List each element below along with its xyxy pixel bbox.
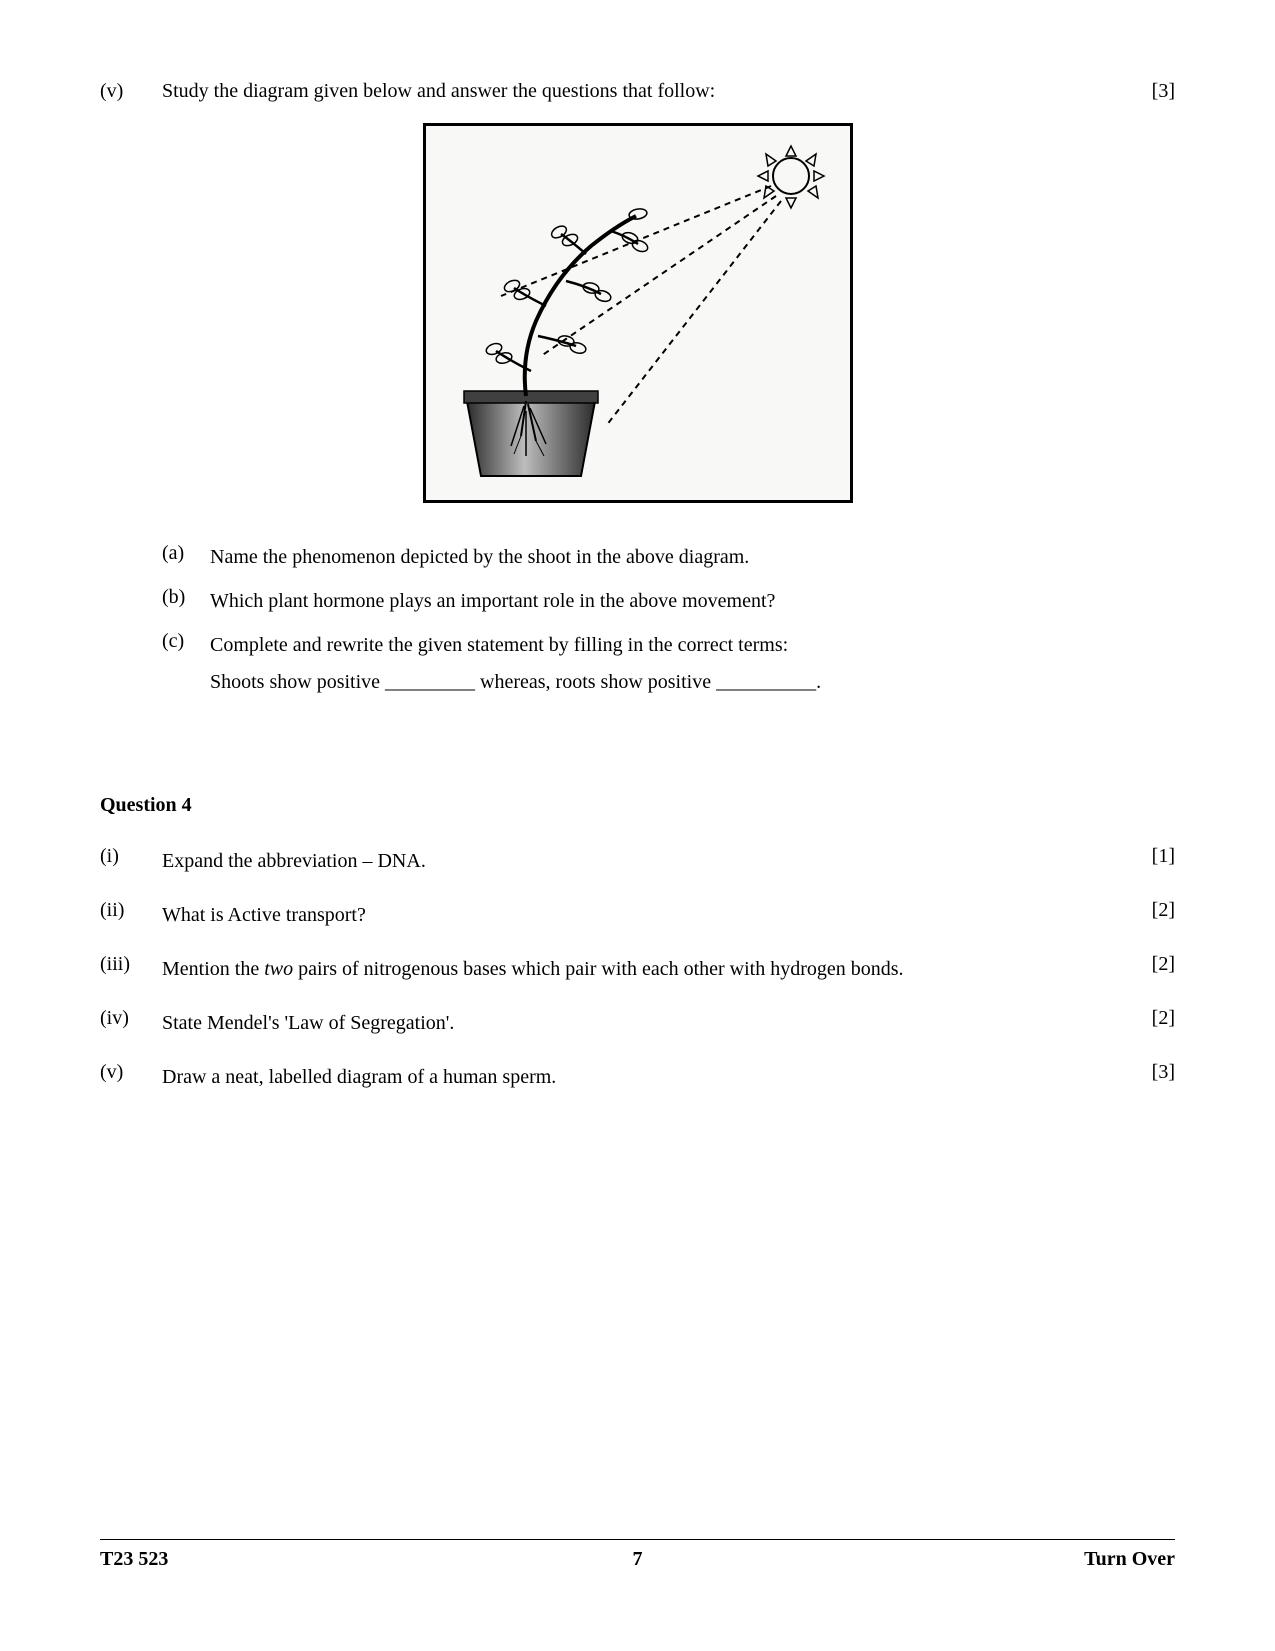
q4-item-marks: [1] [1125, 845, 1175, 868]
q4-item-marks: [2] [1125, 899, 1175, 922]
sub-text: Which plant hormone plays an important r… [210, 586, 1175, 616]
footer-left: T23 523 [100, 1548, 168, 1571]
sub-text: Complete and rewrite the given statement… [210, 630, 1175, 704]
q4-item-text: What is Active transport? [162, 899, 1125, 931]
q4-item-iii: (iii) Mention the two pairs of nitrogeno… [100, 953, 1175, 985]
q4-item-ii: (ii) What is Active transport? [2] [100, 899, 1175, 931]
q4-item-text: Mention the two pairs of nitrogenous bas… [162, 953, 1125, 985]
sun-ray-line [606, 201, 781, 426]
sub-text-fill: Shoots show positive _________ whereas, … [210, 660, 1175, 704]
q4-item-number: (i) [100, 845, 162, 868]
footer-page-number: 7 [633, 1548, 643, 1571]
sub-text-intro: Complete and rewrite the given statement… [210, 630, 1175, 660]
page-footer: T23 523 7 Turn Over [100, 1539, 1175, 1571]
footer-right: Turn Over [1084, 1548, 1175, 1571]
diagram-container [100, 123, 1175, 512]
page-content: (v) Study the diagram given below and an… [100, 80, 1175, 1093]
sub-letter: (c) [162, 630, 210, 704]
text-before: Mention the [162, 958, 264, 980]
diagram-box [423, 123, 853, 503]
q4-item-marks: [2] [1125, 953, 1175, 976]
q4-item-number: (v) [100, 1061, 162, 1084]
q4-item-text: Draw a neat, labelled diagram of a human… [162, 1061, 1125, 1093]
sun-icon [758, 146, 824, 208]
sub-letter: (b) [162, 586, 210, 616]
main-question-number: (v) [100, 80, 162, 103]
q4-item-number: (iv) [100, 1007, 162, 1030]
q4-item-marks: [2] [1125, 1007, 1175, 1030]
q4-item-number: (iii) [100, 953, 162, 976]
q4-item-iv: (iv) State Mendel's 'Law of Segregation'… [100, 1007, 1175, 1039]
sub-question-b: (b) Which plant hormone plays an importa… [162, 586, 1175, 616]
q4-item-v: (v) Draw a neat, labelled diagram of a h… [100, 1061, 1175, 1093]
pot-icon [464, 391, 598, 476]
main-question-text: Study the diagram given below and answer… [162, 80, 1125, 103]
diagram-svg [426, 126, 856, 506]
main-question-marks: [3] [1125, 80, 1175, 103]
q4-item-text: State Mendel's 'Law of Segregation'. [162, 1007, 1125, 1039]
q4-item-i: (i) Expand the abbreviation – DNA. [1] [100, 845, 1175, 877]
question-4-heading: Question 4 [100, 794, 1175, 817]
sun-ray-line [541, 196, 776, 356]
sub-text: Name the phenomenon depicted by the shoo… [210, 542, 1175, 572]
text-after: pairs of nitrogenous bases which pair wi… [293, 958, 903, 980]
main-question-row: (v) Study the diagram given below and an… [100, 80, 1175, 103]
sub-question-a: (a) Name the phenomenon depicted by the … [162, 542, 1175, 572]
q4-item-text: Expand the abbreviation – DNA. [162, 845, 1125, 877]
q4-item-marks: [3] [1125, 1061, 1175, 1084]
text-italic: two [264, 958, 293, 980]
q4-item-number: (ii) [100, 899, 162, 922]
sub-question-c: (c) Complete and rewrite the given state… [162, 630, 1175, 704]
sub-letter: (a) [162, 542, 210, 572]
plant-icon [484, 208, 649, 396]
